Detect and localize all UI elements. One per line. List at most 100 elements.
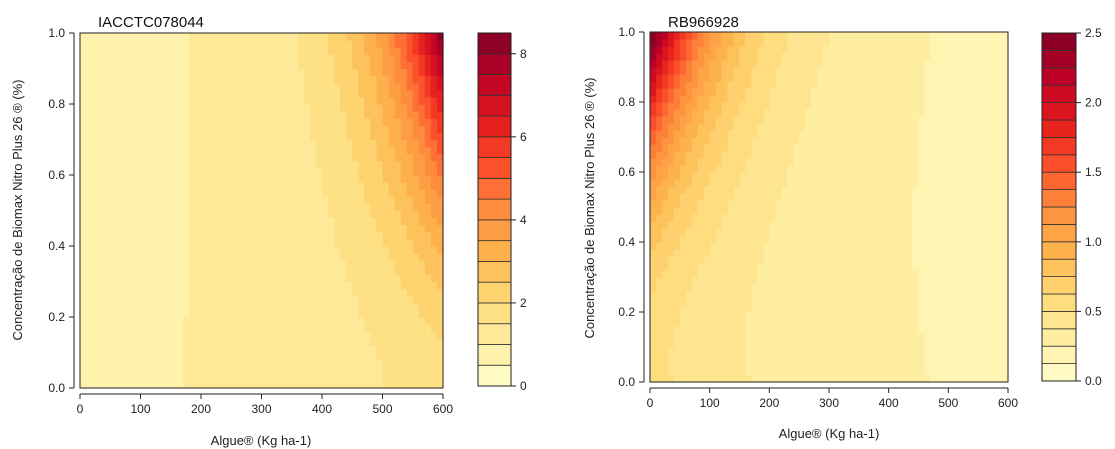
contour-cell (322, 302, 329, 311)
contour-cell (829, 102, 836, 110)
contour-cell (273, 153, 281, 162)
contour-cell (315, 253, 323, 261)
contour-cell (661, 172, 669, 180)
contour-cell (667, 312, 675, 320)
contour-cell (650, 235, 657, 243)
contour-cell (128, 238, 136, 247)
contour-cell (834, 151, 842, 159)
contour-cell (430, 217, 438, 226)
contour-cell (176, 267, 184, 275)
contour-cell (376, 54, 384, 62)
contour-cell (219, 125, 226, 133)
contour-cell (303, 189, 311, 197)
contour-cell (870, 228, 878, 236)
contour-cell (176, 33, 184, 41)
contour-cell (176, 352, 184, 361)
contour-cell (237, 260, 244, 268)
contour-cell (194, 267, 202, 275)
contour-cell (679, 284, 687, 292)
contour-cell (315, 33, 323, 41)
contour-cell (279, 96, 287, 105)
y-tick-label: 0.6 (48, 168, 65, 182)
contour-cell (213, 47, 220, 55)
contour-cell (418, 281, 426, 290)
contour-cell (346, 231, 353, 240)
contour-cell (364, 373, 371, 382)
contour-cell (201, 309, 208, 318)
contour-cell (424, 317, 432, 325)
contour-cell (858, 368, 866, 376)
contour-cell (194, 146, 202, 155)
contour-cell (394, 54, 402, 62)
contour-cell (829, 60, 836, 68)
contour-cell (285, 231, 293, 240)
contour-cell (787, 32, 794, 40)
contour-cell (352, 345, 359, 354)
contour-cell (388, 75, 396, 84)
contour-cell (352, 352, 359, 361)
contour-cell (834, 158, 842, 166)
contour-cell (201, 295, 208, 304)
contour-cell (650, 284, 657, 292)
contour-cell (733, 32, 741, 40)
contour-cell (394, 47, 402, 55)
contour-cell (158, 61, 166, 70)
contour-cell (733, 340, 741, 348)
contour-cell (757, 144, 764, 152)
contour-cell (213, 203, 220, 212)
contour-cell (685, 81, 693, 89)
contour-cell (673, 137, 681, 145)
contour-cell (231, 253, 238, 261)
contour-cell (864, 81, 872, 89)
contour-cell (870, 235, 878, 243)
contour-cell (858, 67, 866, 75)
contour-cell (273, 224, 281, 233)
contour-cell (679, 368, 687, 376)
contour-cell (697, 74, 705, 82)
contour-cell (340, 68, 347, 77)
contour-cell (805, 298, 812, 306)
contour-cell (691, 312, 699, 320)
contour-cell (364, 203, 371, 212)
contour-cell (261, 231, 269, 240)
contour-cell (382, 47, 390, 55)
contour-cell (182, 352, 190, 361)
contour-cell (376, 96, 384, 105)
contour-cell (436, 82, 444, 91)
contour-cell (727, 326, 735, 334)
contour-cell (394, 359, 402, 368)
contour-cell (152, 139, 160, 148)
contour-cell (164, 40, 172, 48)
contour-cell (309, 125, 317, 133)
contour-cell (852, 200, 860, 208)
contour-cell (793, 235, 800, 243)
contour-cell (261, 352, 269, 361)
contour-cell (346, 182, 353, 190)
contour-cell (823, 298, 830, 306)
contour-cell (237, 224, 244, 233)
contour-cell (436, 295, 444, 304)
contour-cell (870, 368, 878, 376)
contour-cell (745, 53, 753, 61)
contour-cell (243, 309, 250, 318)
contour-cell (703, 256, 711, 264)
contour-cell (194, 111, 202, 119)
contour-cell (430, 40, 438, 48)
contour-cell (394, 118, 402, 126)
contour-cell (104, 238, 111, 247)
contour-cell (793, 165, 800, 173)
contour-cell (781, 74, 788, 82)
contour-cell (817, 74, 824, 82)
contour-cell (412, 40, 420, 48)
contour-cell (846, 270, 854, 278)
contour-cell (846, 333, 854, 341)
contour-cell (769, 60, 776, 68)
contour-cell (201, 125, 208, 133)
contour-cell (406, 231, 414, 240)
contour-cell (388, 352, 396, 361)
contour-cell (430, 196, 438, 204)
contour-cell (80, 125, 87, 133)
contour-cell (315, 196, 323, 204)
contour-cell (811, 137, 818, 145)
contour-cell (128, 260, 136, 268)
